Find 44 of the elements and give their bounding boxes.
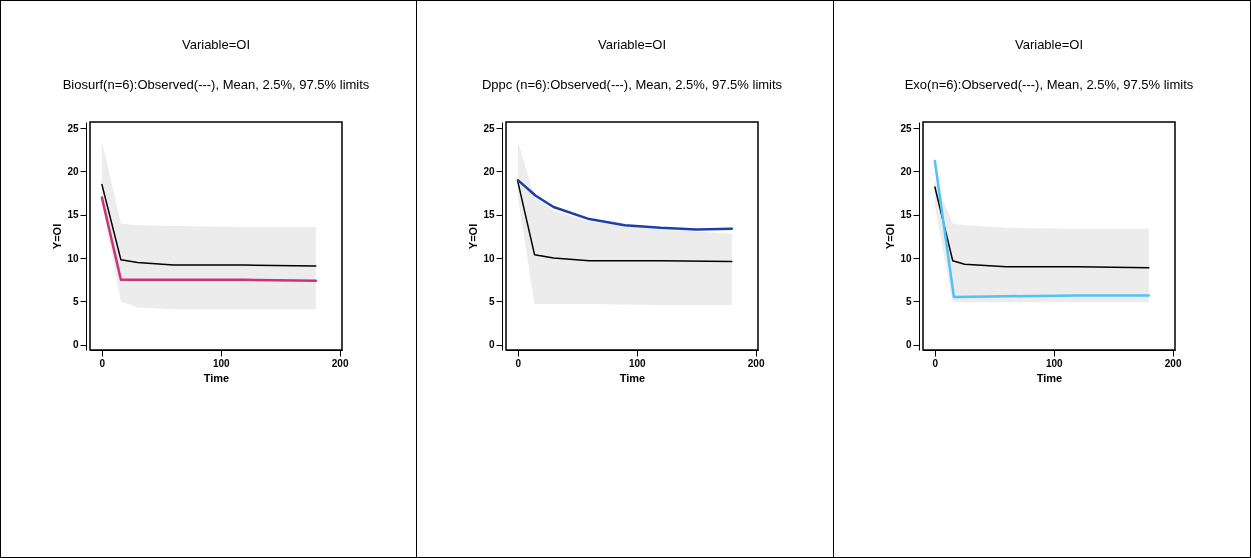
y-tick-label: 0 <box>905 339 912 351</box>
x-tick-label: 0 <box>932 357 939 369</box>
line-series <box>933 186 1150 269</box>
chart-title: Variable=OI <box>1014 37 1083 52</box>
y-tick-label: 20 <box>483 165 496 177</box>
x-tick-label: 200 <box>331 357 349 369</box>
y-tick-label: 5 <box>72 295 79 307</box>
y-tick-label: 10 <box>900 252 912 264</box>
x-tick-label: 200 <box>748 357 766 369</box>
x-tick-label: 0 <box>99 357 106 369</box>
x-axis-title: Time <box>203 371 230 384</box>
y-tick-label: 25 <box>900 122 912 134</box>
x-tick-label: 100 <box>1045 357 1063 369</box>
y-tick-label: 15 <box>483 209 496 221</box>
y-tick-label: 5 <box>905 295 912 307</box>
chart-title: Variable=OI <box>598 37 667 52</box>
y-tick-label: 15 <box>900 209 912 221</box>
y-tick-label: 10 <box>483 252 496 264</box>
chart-subtitle: Biosurf(n=6):Observed(---), Mean, 2.5%, 97.5% limits <box>62 77 370 92</box>
x-tick-label: 0 <box>515 357 522 369</box>
y-tick-label: 0 <box>489 339 496 351</box>
line-series <box>517 181 733 263</box>
y-tick-label: 25 <box>67 122 79 134</box>
y-axis-title: Y=OI <box>467 223 480 250</box>
x-axis-title: Time <box>620 371 646 384</box>
chart-subtitle: Dppc (n=6):Observed(---), Mean, 2.5%, 97.5% limits <box>482 77 783 92</box>
y-axis-title: Y=OI <box>51 223 64 250</box>
x-tick-label: 100 <box>212 357 231 369</box>
x-tick-label: 200 <box>1164 357 1182 369</box>
y-tick-label: 25 <box>483 122 496 134</box>
y-tick-label: 15 <box>67 209 79 221</box>
y-tick-label: 10 <box>67 252 79 264</box>
x-tick-label: 100 <box>629 357 647 369</box>
y-tick-label: 20 <box>900 165 912 177</box>
y-tick-label: 20 <box>67 165 79 177</box>
y-tick-label: 0 <box>72 339 79 351</box>
y-axis-title: Y=OI <box>884 223 897 250</box>
chart-subtitle: Exo(n=6):Observed(---), Mean, 2.5%, 97.5% limits <box>904 77 1194 92</box>
y-tick-label: 5 <box>489 295 496 307</box>
line-series <box>933 159 1150 299</box>
x-axis-title: Time <box>1036 371 1062 384</box>
line-series <box>101 183 317 267</box>
chart-title: Variable=OI <box>181 37 251 52</box>
line-series <box>516 178 734 231</box>
